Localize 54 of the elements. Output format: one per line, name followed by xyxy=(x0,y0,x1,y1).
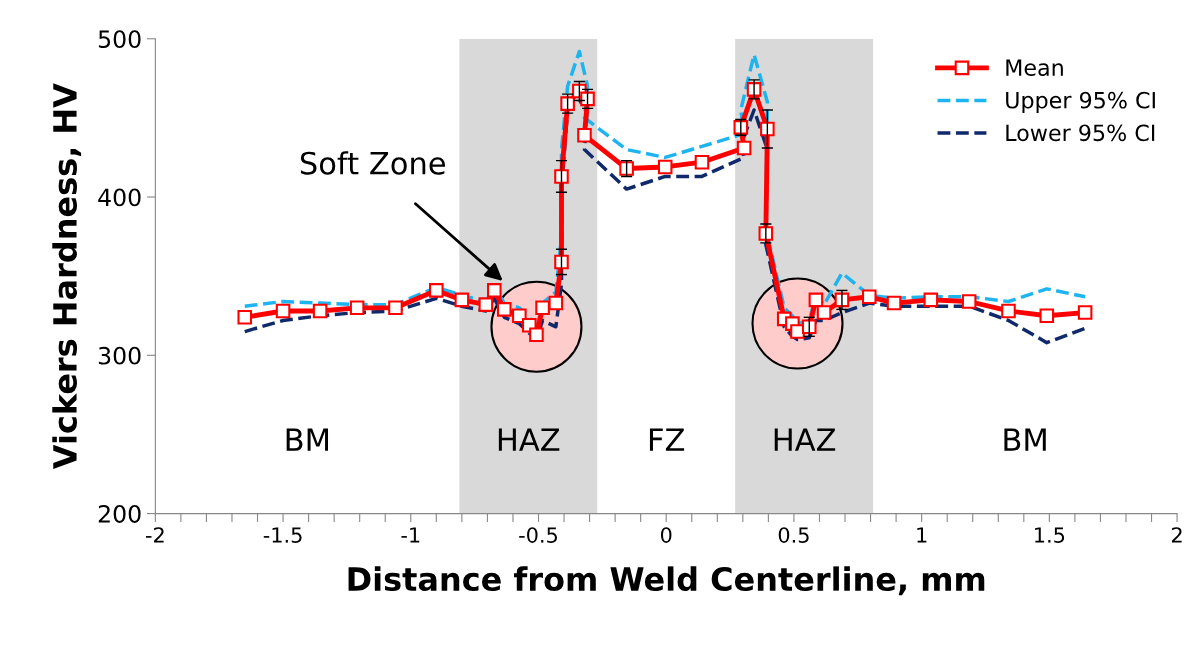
point xyxy=(554,169,569,184)
point xyxy=(760,121,775,137)
x-tick-label: 0 xyxy=(660,527,672,543)
legend-label: Upper 95% CI xyxy=(1006,91,1155,113)
x-tick-label: -2 xyxy=(145,527,164,543)
point xyxy=(790,324,805,339)
y-tick-label: 500 xyxy=(98,30,141,49)
point xyxy=(1001,303,1016,319)
point xyxy=(429,283,444,298)
y-tick-label: 300 xyxy=(98,346,141,365)
point xyxy=(496,302,512,317)
point xyxy=(816,305,832,320)
point xyxy=(694,154,710,170)
point xyxy=(512,308,527,324)
point xyxy=(577,128,592,143)
point xyxy=(923,292,939,308)
y-axis-title: Vickers Hardness, HV xyxy=(52,83,82,470)
point xyxy=(861,289,877,305)
x-tick-label: -1 xyxy=(401,527,420,543)
annotation: BM xyxy=(1004,428,1046,451)
legend-label: Lower 95% CI xyxy=(1006,124,1155,142)
point xyxy=(388,300,403,316)
band-label: HAZ xyxy=(498,428,560,451)
point xyxy=(1039,308,1055,324)
point xyxy=(454,292,470,308)
x-tick-label: 1 xyxy=(917,527,927,543)
point xyxy=(548,295,564,311)
point xyxy=(237,310,253,325)
point xyxy=(886,295,902,311)
annotation: FZ xyxy=(649,428,685,451)
point xyxy=(657,159,673,175)
x-tick-label: -0.5 xyxy=(519,527,557,543)
x-axis-title: Distance from Weld Centerline, mm xyxy=(348,566,985,596)
band-label: HAZ xyxy=(774,428,836,451)
point xyxy=(554,254,569,270)
point xyxy=(487,283,502,298)
point xyxy=(275,303,291,319)
y-tick-label: 200 xyxy=(98,505,141,523)
point xyxy=(736,140,752,156)
annotation: BM xyxy=(286,428,329,451)
annotation: Soft Zone xyxy=(300,151,446,175)
x-tick-label: -1.5 xyxy=(263,527,302,543)
x-tick-label: 2 xyxy=(1171,527,1182,543)
point xyxy=(349,300,365,316)
point xyxy=(529,327,544,343)
point xyxy=(478,297,494,312)
y-tick-label: 400 xyxy=(98,188,141,207)
point xyxy=(312,303,328,319)
point xyxy=(961,294,977,309)
point xyxy=(1077,305,1093,320)
x-tick-label: 0.5 xyxy=(778,527,809,543)
legend-label: Mean xyxy=(1006,59,1063,76)
point xyxy=(535,300,550,316)
x-tick-label: 1.5 xyxy=(1035,527,1065,543)
